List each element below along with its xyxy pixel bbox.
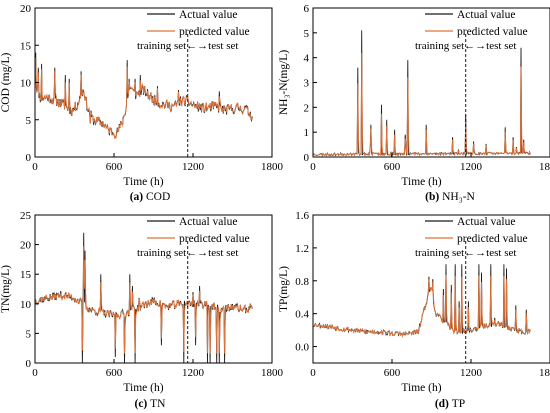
x-tick-label: 1800 [261,161,284,173]
y-tick-label: 5 [304,28,310,40]
legend-predicted-label: predicted value [457,233,528,245]
y-tick-label: 0 [26,358,32,370]
y-tick-label: 0.0 [295,342,309,354]
y-axis-label: NH₃-N(mg/L) [278,50,290,115]
x-tick-label: 1800 [261,367,284,379]
legend: Actual value predicted value [425,216,528,245]
y-tick-label: 6 [304,3,310,15]
x-tick-label: 600 [384,367,401,379]
split-annotation: training set←→test set [415,40,516,52]
x-tick-label: 600 [106,161,123,173]
y-axis-label: TP(mg/L) [278,266,290,312]
x-tick-label: 0 [310,161,316,173]
y-tick-label: 5 [26,328,32,340]
panel-caption: (a) COD [130,191,171,203]
legend-predicted-label: predicted value [179,233,250,245]
series-predicted-line [313,52,531,157]
y-tick-label: 15 [20,269,32,281]
legend-actual-label: Actual value [457,216,515,228]
panel-caption: (b) NH₃-N [425,191,475,203]
y-tick-label: 4 [304,53,310,65]
x-tick-label: 600 [106,367,123,379]
series-actual-line [313,264,531,337]
caption-prefix: (b) [425,191,442,203]
caption-text: TP [452,398,465,410]
caption-prefix: (c) [135,398,151,410]
series-predicted-line [35,57,253,140]
x-tick-label: 1800 [539,161,550,173]
x-tick-label: 0 [32,161,38,173]
x-tick-label: 1800 [539,367,550,379]
panel-tn: 0 600 1200 1800 0 5 10 15 20 25 Time (h) TN(mg/L) Ac… [0,210,284,410]
x-tick-label: 1200 [460,161,483,173]
series-predicted-line [35,245,253,354]
x-tick-label: 0 [32,367,38,379]
y-axis-label: TN(mg/L) [0,265,12,313]
x-axis-label: Time (h) [401,176,441,188]
legend-actual-label: Actual value [179,9,237,21]
x-axis-label: Time (h) [123,382,163,394]
y-tick-label: 1.6 [295,210,309,222]
x-tick-label: 600 [384,161,401,173]
y-tick-label: 1 [304,127,310,139]
split-annotation: training set←→test set [137,40,238,52]
caption-prefix: (a) [130,191,146,203]
y-tick-label: 25 [20,210,32,222]
split-annotation: training set←→test set [137,247,238,259]
y-tick-label: 20 [20,3,32,15]
y-tick-label: 0.4 [295,309,309,321]
caption-prefix: (d) [435,398,452,410]
x-axis-label: Time (h) [123,176,163,188]
y-tick-label: 10 [20,299,32,311]
y-tick-label: 0 [26,152,32,164]
caption-text: NH₃-N [442,191,475,203]
panel-caption: (d) TP [435,398,465,410]
x-tick-label: 1200 [182,161,205,173]
y-tick-label: 20 [20,240,32,252]
y-tick-label: 0.8 [295,276,309,288]
caption-text: COD [146,191,170,203]
series-actual-line [35,52,253,139]
split-annotation: training set←→test set [415,247,516,259]
y-tick-label: 1.2 [295,243,309,255]
x-tick-label: 0 [310,367,316,379]
y-tick-label: 2 [304,102,310,114]
y-tick-label: 0 [304,152,310,164]
panel-cod: 0 600 1200 1800 0 5 10 15 20 Time (h) COD (mg/L) Ac… [0,3,284,203]
legend-actual-label: Actual value [457,9,515,21]
panel-caption: (c) TN [135,398,167,410]
y-axis-label: COD (mg/L) [0,52,12,112]
y-tick-label: 5 [26,115,32,127]
y-tick-label: 3 [304,78,310,90]
series-predicted-line [313,274,531,339]
panel-tp: 0 600 1200 1800 0.0 0.4 0.8 1.2 1.6 Time (h) TP(mg… [278,210,550,410]
legend: Actual value predicted value [147,216,250,245]
x-tick-label: 1200 [460,367,483,379]
legend: Actual value predicted value [425,9,528,38]
x-axis-label: Time (h) [401,382,441,394]
legend-predicted-label: predicted value [457,26,528,38]
legend: Actual value predicted value [147,9,250,38]
y-tick-label: 10 [20,78,32,90]
y-tick-label: 15 [20,40,32,52]
legend-actual-label: Actual value [179,216,237,228]
plot-frame [312,214,550,364]
panel-nh3: 0 600 1200 1800 0 1 2 3 4 5 6 Time (h) NH₃-N(mg/L) Ac… [278,3,550,203]
plot-frame [34,214,273,364]
x-tick-label: 1200 [182,367,205,379]
caption-text: TN [150,398,166,410]
legend-predicted-label: predicted value [179,26,250,38]
